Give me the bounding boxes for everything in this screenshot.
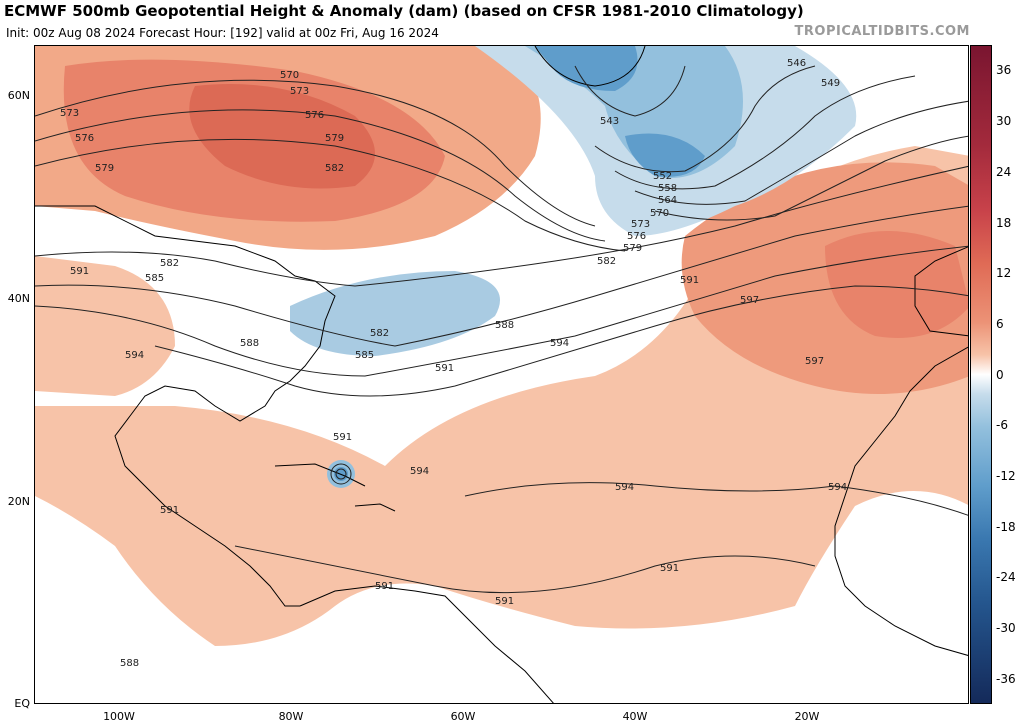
lat-label-20n: 20N bbox=[7, 495, 30, 508]
svg-text:570: 570 bbox=[650, 208, 669, 219]
colorbar-label-neg12: -12 bbox=[996, 469, 1016, 483]
svg-text:543: 543 bbox=[600, 116, 619, 127]
lon-label-80w: 80W bbox=[278, 710, 304, 723]
svg-text:588: 588 bbox=[120, 658, 139, 669]
svg-text:594: 594 bbox=[828, 482, 847, 493]
anomaly-map: 570 573 573 576 576 579 579 582 582 585 … bbox=[35, 46, 968, 703]
colorbar-label-neg36: -36 bbox=[996, 672, 1016, 686]
svg-text:588: 588 bbox=[240, 338, 259, 349]
europe-coastline bbox=[914, 246, 968, 337]
svg-text:591: 591 bbox=[435, 363, 454, 374]
colorbar-label-24: 24 bbox=[996, 165, 1012, 179]
svg-text:582: 582 bbox=[370, 328, 389, 339]
svg-text:588: 588 bbox=[495, 320, 514, 331]
svg-text:585: 585 bbox=[145, 273, 164, 284]
map-subtitle: Init: 00z Aug 08 2024 Forecast Hour: [19… bbox=[6, 26, 439, 40]
svg-text:585: 585 bbox=[355, 350, 374, 361]
map-title: ECMWF 500mb Geopotential Height & Anomal… bbox=[4, 2, 804, 20]
svg-text:594: 594 bbox=[550, 338, 569, 349]
svg-text:582: 582 bbox=[597, 256, 616, 267]
svg-text:576: 576 bbox=[75, 133, 94, 144]
svg-text:546: 546 bbox=[787, 58, 806, 69]
cuba-coastline bbox=[274, 463, 366, 487]
lon-label-100w: 100W bbox=[103, 710, 135, 723]
svg-text:576: 576 bbox=[305, 110, 324, 121]
svg-text:597: 597 bbox=[805, 356, 824, 367]
colorbar-label-30: 30 bbox=[996, 114, 1012, 128]
svg-text:591: 591 bbox=[375, 581, 394, 592]
svg-text:582: 582 bbox=[325, 163, 344, 174]
colorbar-label-neg24: -24 bbox=[996, 570, 1016, 584]
svg-text:591: 591 bbox=[680, 275, 699, 286]
map-panel: 570 573 573 576 576 579 579 582 582 585 … bbox=[34, 45, 969, 704]
svg-text:579: 579 bbox=[325, 133, 344, 144]
contour-labels: 570 573 573 576 576 579 579 582 582 585 … bbox=[60, 58, 847, 669]
svg-text:570: 570 bbox=[280, 70, 299, 81]
negative-anomaly-east-coast bbox=[290, 271, 500, 356]
svg-text:552: 552 bbox=[653, 171, 672, 182]
lat-label-60n: 60N bbox=[7, 89, 30, 102]
svg-text:576: 576 bbox=[627, 231, 646, 242]
lon-label-20w: 20W bbox=[794, 710, 820, 723]
colorbar-label-0: 0 bbox=[996, 368, 1004, 382]
svg-text:579: 579 bbox=[623, 243, 642, 254]
svg-text:558: 558 bbox=[658, 183, 677, 194]
lat-label-eq: EQ bbox=[14, 697, 30, 710]
svg-text:564: 564 bbox=[658, 195, 677, 206]
lon-label-40w: 40W bbox=[622, 710, 648, 723]
colorbar-label-18: 18 bbox=[996, 216, 1012, 230]
positive-anomaly-iberia bbox=[825, 231, 968, 338]
svg-text:573: 573 bbox=[60, 108, 79, 119]
lat-label-40n: 40N bbox=[7, 292, 30, 305]
svg-text:591: 591 bbox=[333, 432, 352, 443]
negative-anomaly-greenland bbox=[535, 46, 638, 91]
svg-text:591: 591 bbox=[660, 563, 679, 574]
colorbar-gradient bbox=[971, 46, 991, 703]
africa-coastline bbox=[834, 346, 968, 656]
svg-text:579: 579 bbox=[95, 163, 114, 174]
lon-label-60w: 60W bbox=[450, 710, 476, 723]
south-america-coastline bbox=[299, 585, 554, 703]
svg-text:591: 591 bbox=[70, 266, 89, 277]
colorbar-label-neg6: -6 bbox=[996, 418, 1008, 432]
north-america-coastline bbox=[35, 205, 336, 607]
colorbar-label-neg18: -18 bbox=[996, 520, 1016, 534]
svg-text:591: 591 bbox=[495, 596, 514, 607]
svg-text:573: 573 bbox=[631, 219, 650, 230]
svg-text:573: 573 bbox=[290, 86, 309, 97]
svg-text:594: 594 bbox=[410, 466, 429, 477]
anomaly-colorbar bbox=[970, 45, 992, 704]
positive-anomaly-us bbox=[35, 256, 175, 396]
svg-text:549: 549 bbox=[821, 78, 840, 89]
colorbar-label-36: 36 bbox=[996, 63, 1012, 77]
svg-text:597: 597 bbox=[740, 295, 759, 306]
hispaniola-coastline bbox=[354, 503, 396, 512]
height-contours bbox=[35, 65, 968, 594]
greenland-coastline bbox=[534, 46, 646, 87]
colorbar-label-12: 12 bbox=[996, 266, 1012, 280]
svg-text:594: 594 bbox=[125, 350, 144, 361]
svg-text:582: 582 bbox=[160, 258, 179, 269]
site-credit: TROPICALTIDBITS.COM bbox=[794, 24, 970, 39]
colorbar-label-neg30: -30 bbox=[996, 621, 1016, 635]
colorbar-label-6: 6 bbox=[996, 317, 1004, 331]
svg-text:591: 591 bbox=[160, 505, 179, 516]
svg-text:594: 594 bbox=[615, 482, 634, 493]
negative-anomaly-atlantic-trough bbox=[625, 133, 705, 177]
